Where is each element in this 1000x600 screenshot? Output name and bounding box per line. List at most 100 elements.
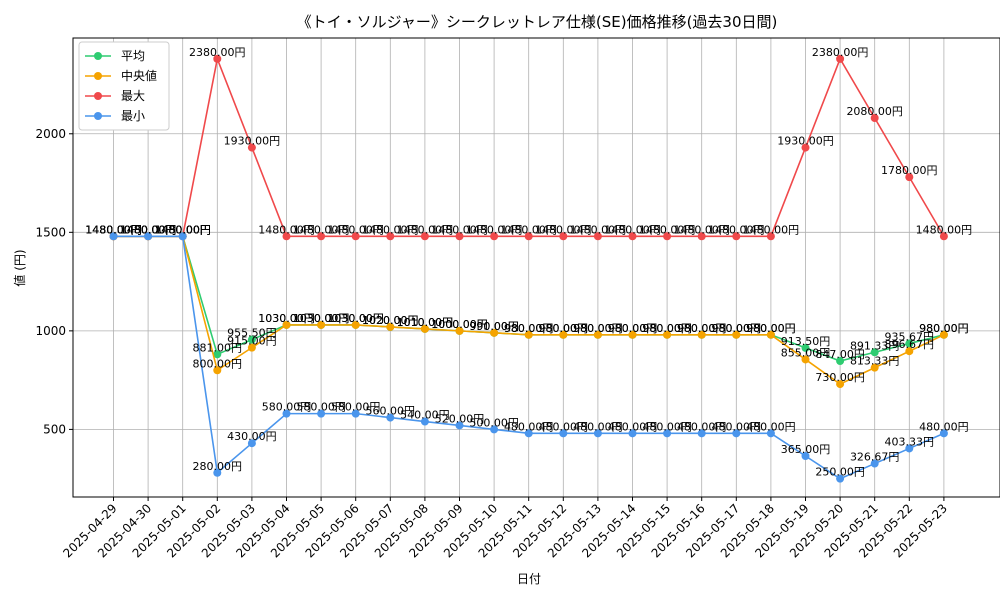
data-label-median: 980.00円 xyxy=(608,322,658,335)
y-tick-label: 500 xyxy=(43,422,66,436)
data-label-min: 480.00円 xyxy=(608,420,658,433)
data-point-min xyxy=(282,409,291,418)
data-label-median: 1480.00円 xyxy=(120,223,177,236)
data-label-mean: 913.50円 xyxy=(781,335,831,348)
grid-layer xyxy=(73,38,1000,497)
chart-title: 《トイ・ソルジャー》シークレットレア仕様(SE)価格推移(過去30日間) xyxy=(297,13,778,31)
data-label-mean: 891.33円 xyxy=(850,339,900,352)
data-point-median xyxy=(697,330,706,339)
data-point-max xyxy=(351,232,360,241)
data-label-min: 500.00円 xyxy=(469,416,519,429)
data-label-mean: 980.00円 xyxy=(746,322,796,335)
y-tick-label: 1000 xyxy=(35,324,66,338)
legend-item-max: 最大 xyxy=(85,89,145,103)
data-label-min: 480.00円 xyxy=(504,420,554,433)
data-point-max xyxy=(386,232,395,241)
data-label-mean: 1480.00円 xyxy=(154,223,211,236)
data-label-min: 580.00円 xyxy=(296,401,346,414)
data-label-max: 1480.00円 xyxy=(604,223,661,236)
legend-item-mean: 平均 xyxy=(85,49,145,63)
data-label-median: 980.00円 xyxy=(712,322,762,335)
data-point-min xyxy=(801,452,810,461)
data-label-mean: 980.00円 xyxy=(573,322,623,335)
data-label-median: 1020.00円 xyxy=(362,314,419,327)
data-label-mean: 1030.00円 xyxy=(327,312,384,325)
data-point-min xyxy=(317,409,326,418)
data-label-mean: 1000.00円 xyxy=(431,318,488,331)
data-label-min: 580.00円 xyxy=(331,401,381,414)
data-label-min: 480.00円 xyxy=(746,420,796,433)
data-point-min xyxy=(213,468,222,477)
data-label-min: 580.00円 xyxy=(262,401,312,414)
data-point-max xyxy=(766,232,775,241)
data-point-min xyxy=(247,439,256,448)
data-label-max: 1480.00円 xyxy=(500,223,557,236)
data-point-median xyxy=(559,330,568,339)
data-label-median: 980.00円 xyxy=(746,322,796,335)
x-axis-label: 日付 xyxy=(517,572,541,586)
data-label-min: 365.00円 xyxy=(781,443,831,456)
data-label-median: 980.00円 xyxy=(504,322,554,335)
data-label-max: 1930.00円 xyxy=(777,135,834,148)
data-label-max: 1480.00円 xyxy=(431,223,488,236)
data-label-max: 1480.00円 xyxy=(397,223,454,236)
data-point-max xyxy=(213,54,222,63)
data-label-mean: 1010.00円 xyxy=(397,316,454,329)
data-label-max: 1480.00円 xyxy=(466,223,523,236)
data-point-median xyxy=(628,330,637,339)
data-label-max: 1480.00円 xyxy=(154,223,211,236)
data-point-median xyxy=(420,324,429,333)
data-label-min: 1480.00円 xyxy=(85,223,142,236)
data-point-median xyxy=(801,355,810,364)
y-tick-label: 2000 xyxy=(35,127,66,141)
data-point-median xyxy=(663,330,672,339)
data-point-median xyxy=(905,347,914,356)
data-label-min: 280.00円 xyxy=(193,460,243,473)
data-label-median: 980.00円 xyxy=(573,322,623,335)
data-label-max: 1780.00円 xyxy=(881,164,938,177)
data-label-max: 1480.00円 xyxy=(120,223,177,236)
data-point-max xyxy=(524,232,533,241)
data-label-median: 730.00円 xyxy=(815,371,865,384)
data-point-min xyxy=(386,413,395,422)
data-point-min xyxy=(732,429,741,438)
data-label-max: 1480.00円 xyxy=(327,223,384,236)
data-label-median: 1030.00円 xyxy=(293,312,350,325)
data-point-max xyxy=(663,232,672,241)
data-label-max: 2380.00円 xyxy=(812,46,869,59)
data-label-max: 1480.00円 xyxy=(673,223,730,236)
data-label-max: 1480.00円 xyxy=(258,223,315,236)
data-point-max xyxy=(732,232,741,241)
data-point-median xyxy=(766,330,775,339)
data-point-max xyxy=(247,143,256,152)
legend-label-min: 最小 xyxy=(121,109,145,123)
data-label-max: 1480.00円 xyxy=(639,223,696,236)
data-point-max xyxy=(559,232,568,241)
data-point-min xyxy=(455,421,464,430)
data-label-min: 520.00円 xyxy=(435,412,485,425)
data-label-mean: 980.00円 xyxy=(539,322,589,335)
data-label-mean: 980.00円 xyxy=(608,322,658,335)
data-point-max xyxy=(593,232,602,241)
data-label-median: 915.00円 xyxy=(227,335,277,348)
legend-label-max: 最大 xyxy=(121,89,145,103)
data-label-mean: 1480.00円 xyxy=(85,223,142,236)
data-label-min: 480.00円 xyxy=(539,420,589,433)
data-point-min xyxy=(144,232,153,241)
data-label-median: 990.00円 xyxy=(469,320,519,333)
data-point-median xyxy=(386,322,395,331)
data-label-median: 800.00円 xyxy=(193,357,243,370)
data-label-median: 980.00円 xyxy=(539,322,589,335)
data-label-max: 1480.00円 xyxy=(362,223,419,236)
data-label-min: 480.00円 xyxy=(573,420,623,433)
data-point-min xyxy=(178,232,187,241)
data-point-mean xyxy=(247,335,256,344)
data-label-median: 1030.00円 xyxy=(258,312,315,325)
legend: 平均 中央値 最大 最小 xyxy=(78,41,170,131)
data-label-max: 1480.00円 xyxy=(743,223,800,236)
data-point-mean xyxy=(905,339,914,348)
data-label-min: 326.67円 xyxy=(850,451,900,464)
data-label-mean: 980.00円 xyxy=(677,322,727,335)
data-label-max: 1480.00円 xyxy=(708,223,765,236)
